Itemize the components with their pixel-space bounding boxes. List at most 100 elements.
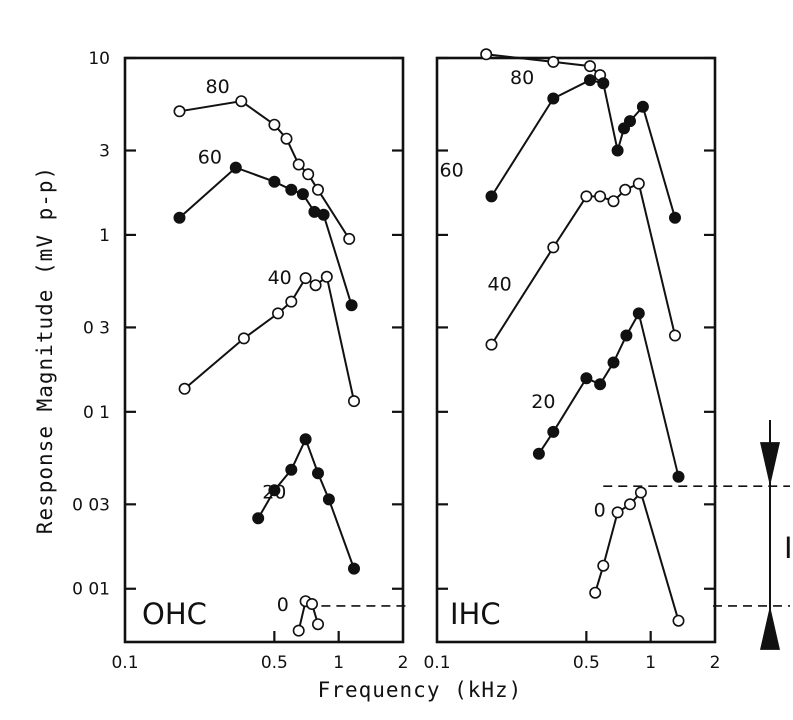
data-point (547, 92, 560, 105)
data-point (237, 332, 250, 345)
data-point (285, 295, 298, 308)
svg-text:Response Magnitude (mV p-p): Response Magnitude (mV p-p) (33, 166, 57, 534)
data-point (311, 618, 324, 631)
x-axis-label: Frequency (kHz) (318, 678, 523, 702)
series-ihc-80: 80 (480, 48, 607, 89)
data-point (632, 177, 645, 190)
x-tick-label: 0.5 (261, 653, 288, 673)
data-point (583, 74, 596, 87)
data-point (547, 55, 560, 68)
data-point (292, 624, 305, 637)
data-point (594, 190, 607, 203)
curve-level-label: 20 (262, 481, 286, 503)
y-tick-label: 0 1 (83, 403, 110, 423)
data-point (607, 356, 620, 369)
panel-ohc: 0.1 0.5 1 2 OHC 80 60 40 20 0 (111, 56, 408, 673)
data-point (547, 241, 560, 254)
x-tick-label: 0.1 (111, 653, 138, 673)
y-tick-label: 0 01 (72, 580, 110, 600)
data-point (623, 115, 636, 128)
data-point (623, 498, 636, 511)
data-point (347, 395, 360, 408)
data-point (619, 183, 632, 196)
curve-level-label: 80 (206, 76, 230, 98)
series-ohc-0: 0 (277, 594, 324, 637)
curve-level-label: 60 (198, 147, 222, 169)
series-line (178, 166, 353, 306)
curve-level-label: 20 (531, 391, 555, 413)
data-point (280, 132, 293, 145)
series-ohc-40: 40 (178, 267, 360, 408)
curve-level-label: 80 (510, 67, 534, 89)
data-point (292, 158, 305, 171)
data-point (235, 95, 248, 108)
data-point (311, 467, 324, 480)
series-ihc-20: 20 (531, 307, 685, 483)
data-point (485, 190, 498, 203)
curve-level-label: 40 (268, 267, 292, 289)
curve-level-label: 40 (488, 274, 512, 296)
series-line (183, 275, 355, 402)
curve-level-label: 0 (594, 499, 606, 521)
data-point (611, 144, 624, 157)
data-point (672, 614, 685, 627)
series-line (594, 490, 680, 621)
data-point (285, 183, 298, 196)
x-tick-label: 2 (710, 653, 721, 673)
arrow-head-down (760, 442, 780, 487)
panel-ihc: 0.1 0.5 1 2 IHC 80 60 40 20 0 (423, 48, 721, 673)
data-point (345, 299, 358, 312)
data-point (668, 329, 681, 342)
series-ihc-0: 0 (589, 486, 685, 627)
data-point (580, 372, 593, 385)
data-point (252, 512, 265, 525)
data-point (173, 211, 186, 224)
data-point (271, 307, 284, 320)
data-point (322, 493, 335, 506)
level-difference-annotation: I (321, 420, 793, 650)
data-point (672, 470, 685, 483)
data-point (311, 183, 324, 196)
data-point (299, 433, 312, 446)
panel-label: IHC (450, 597, 501, 631)
data-point (285, 463, 298, 476)
y-tick-label: 0 03 (72, 495, 110, 515)
data-point (632, 307, 645, 320)
series-ihc-40: 40 (485, 177, 681, 351)
series-ihc-60: 60 (440, 74, 681, 224)
series-line (490, 182, 676, 346)
data-point (634, 486, 647, 499)
data-point (636, 100, 649, 113)
y-tick-label: 10 (88, 49, 110, 69)
annotation-label: I (784, 531, 793, 565)
series-line (486, 53, 601, 76)
series-ohc-80: 80 (173, 76, 356, 245)
y-tick-label: 3 (99, 142, 110, 162)
y-tick-label: 0 3 (83, 318, 110, 338)
data-point (485, 338, 498, 351)
series-line (257, 436, 355, 569)
data-point (580, 190, 593, 203)
y-tick-label: 1 (99, 226, 110, 246)
data-point (594, 378, 607, 391)
arrow-head-up (760, 605, 780, 650)
data-point (299, 272, 312, 285)
x-tick-label: 1 (333, 653, 344, 673)
data-point (343, 232, 356, 245)
plot-frame (123, 56, 405, 644)
data-point (178, 382, 191, 395)
data-point (268, 118, 281, 131)
data-point (611, 506, 624, 519)
data-point (320, 270, 333, 283)
data-point (229, 161, 242, 174)
plot-frame (435, 56, 717, 644)
data-point (268, 484, 281, 497)
data-point (347, 562, 360, 575)
data-point (583, 60, 596, 73)
data-point (597, 559, 610, 572)
data-point (620, 329, 633, 342)
data-point (317, 208, 330, 221)
y-tick-labels: 10 3 1 0 3 0 1 0 03 0 01 (72, 49, 110, 600)
data-point (309, 279, 322, 292)
